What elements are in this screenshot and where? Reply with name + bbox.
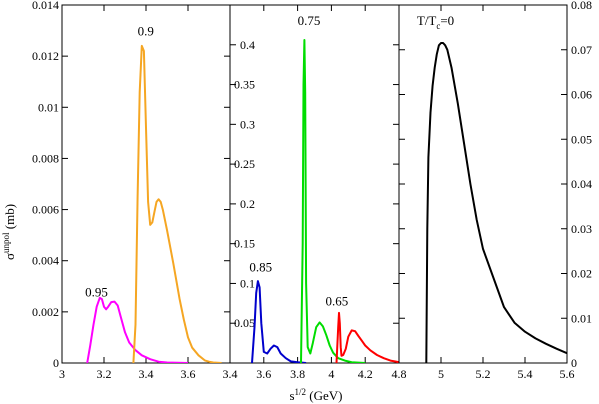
y-tick-label: 0.07 [571,43,592,57]
y-tick-label: 0.05 [234,316,255,330]
y-tick-label: 0.08 [571,0,592,12]
x-axis-title: s1/2 (GeV) [289,387,342,403]
y-tick-label: 0.01 [571,311,592,325]
curve-label: 0.75 [298,13,321,28]
x-tick-label: 3.8 [290,367,305,381]
y-tick-label: 0 [571,356,577,370]
y-tick-label: 0.4 [240,38,255,52]
curve-label: T/Tc=0 [417,13,454,31]
y-tick-label: 0.15 [234,237,255,251]
x-tick-label: 3.2 [97,367,112,381]
y-tick-label: 0.008 [32,151,59,165]
x-tick-label: 3.4 [223,367,238,381]
panel-frame [61,4,231,364]
x-tick-label: 5.6 [560,367,575,381]
curve-label: 0.9 [138,24,154,39]
y-tick-label: 0.03 [571,222,592,236]
x-tick-label: 5 [438,367,444,381]
series-line-1 [425,42,567,363]
y-tick-label: 0.004 [32,254,59,268]
x-tick-label: 5.2 [476,367,491,381]
y-tick-label: 0.06 [571,88,592,102]
panel-right: 4.8 5 5.2 5.4 5.60 0.01 0.02 0.03 0.04 0.05 0.06 0.… [392,0,593,381]
y-tick-label: 0.25 [234,157,255,171]
series-line-1 [86,296,189,363]
x-tick-label: 3.6 [181,367,196,381]
x-tick-label: 5.4 [518,367,533,381]
y-tick-label: 0 [53,356,59,370]
x-tick-label: 3 [59,367,65,381]
y-tick-label: 0.2 [240,197,255,211]
curve-label: 0.95 [85,285,108,300]
y-tick-label: 0.01 [38,100,59,114]
x-tick-label: 4.2 [358,367,373,381]
y-tick-label: 0.014 [32,0,59,12]
y-tick-label: 0.02 [571,267,592,281]
x-tick-label: 4.8 [392,367,407,381]
y-tick-label: 0.012 [32,49,59,63]
y-tick-label: 0.04 [571,177,592,191]
panel-left: 3 3.2 3.4 3.6 0 0.002 0.004 0.006 0.008 0.01 0.012… [32,0,231,381]
x-tick-label: 3.4 [139,367,154,381]
curve-label: 0.65 [325,294,348,309]
y-axis-title: σunpol (mb) [1,204,17,260]
curve-label: 0.85 [249,260,272,275]
x-tick-label: 4 [328,367,334,381]
y-tick-label: 0.3 [240,117,255,131]
y-tick-label: 0.006 [32,203,59,217]
series-line-2 [132,44,222,363]
panel-frame [398,4,568,364]
y-tick-label: 0.1 [240,276,255,290]
y-tick-label: 0.35 [234,78,255,92]
panels: 3 3.2 3.4 3.6 0 0.002 0.004 0.006 0.008 0.01 0.012… [32,0,592,381]
x-tick-label: 3.6 [256,367,271,381]
series-line-3 [335,311,399,363]
series-line-1 [251,280,307,363]
panel-middle: 3.4 3.6 3.8 4 4.2 0.05 0.1 0.15 0.2 0.25 0.3 0.35 0.… [223,4,400,381]
y-tick-label: 0.05 [571,132,592,146]
series-line-2 [300,39,366,363]
y-tick-label: 0.002 [32,305,59,319]
